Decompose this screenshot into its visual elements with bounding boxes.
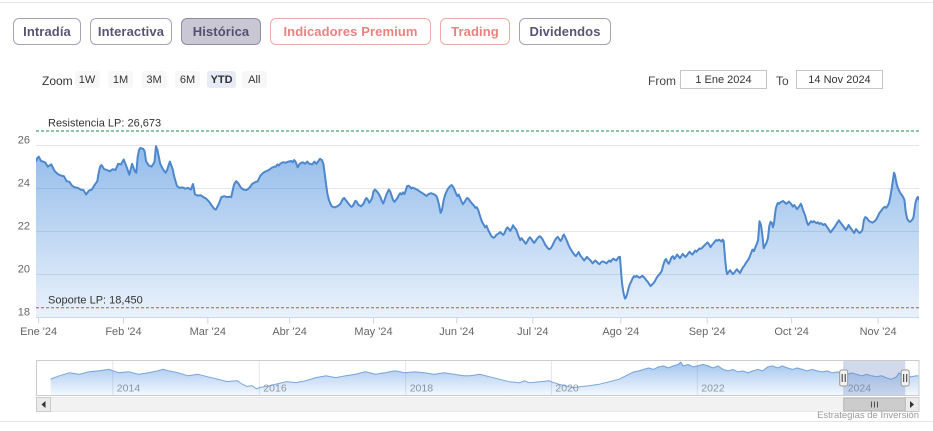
x-axis: Ene '24 Feb '24 Mar '24 Abr '24 May '24 Jun '…: [20, 317, 897, 338]
scrollbar-arrow-left-icon: [41, 401, 46, 408]
to-date-input[interactable]: [796, 70, 883, 89]
scrollbar-button-left[interactable]: [36, 397, 51, 412]
x-axis-label: Abr '24: [272, 326, 307, 338]
date-range-controls: From To: [0, 70, 933, 90]
y-axis-label: 24: [18, 178, 30, 190]
price-area: [36, 146, 919, 318]
navigator-handle-right-grip-box[interactable]: [900, 369, 910, 387]
y-axis-label: 22: [18, 221, 30, 233]
price-line: [36, 145, 919, 300]
navigator: 201420162018202020222024: [36, 360, 920, 396]
navigator-handle-right-grip-lines: [903, 374, 908, 382]
scrollbar-track[interactable]: [50, 397, 906, 412]
x-axis-label: Oct '24: [774, 326, 809, 338]
support-label: Soporte LP: 18,450: [48, 294, 143, 306]
range-button-ytd[interactable]: YTD: [207, 71, 237, 88]
x-axis-label: Jul '24: [517, 326, 548, 338]
chart-view-tabs: Intradía Interactiva Histórica Indicadores …: [13, 18, 611, 45]
range-selector-buttons: 1W 1M 3M 6M YTD All: [0, 71, 933, 88]
tab-trading[interactable]: Trading: [440, 18, 510, 45]
range-button-3m[interactable]: 3M: [141, 71, 167, 88]
scrollbar-thumb[interactable]: [843, 397, 906, 412]
scrollbar-button-right[interactable]: [904, 397, 920, 412]
from-date-input[interactable]: [680, 70, 767, 89]
scrollbar: [36, 397, 920, 412]
navigator-outline: [36, 360, 920, 396]
y-axis-label: 18: [18, 307, 30, 319]
navigator-line: [50, 361, 920, 390]
navigator-handle-left-grip-box[interactable]: [839, 369, 849, 387]
tab-indicadores-premium[interactable]: Indicadores Premium: [270, 18, 431, 45]
top-divider: [0, 2, 933, 3]
x-axis-label: Sep '24: [689, 326, 726, 338]
y-axis-label: 26: [18, 135, 30, 147]
scrollbar-thumb-grip-icon: [870, 401, 878, 408]
x-axis-label: Nov '24: [860, 326, 897, 338]
resistance-label: Resistencia LP: 26,673: [48, 118, 161, 130]
tab-interactiva[interactable]: Interactiva: [90, 18, 172, 45]
tab-intradía[interactable]: Intradía: [13, 18, 81, 45]
range-button-1w[interactable]: 1W: [74, 71, 100, 88]
credits: Estrategias de Inversión: [817, 410, 919, 421]
range-button-6m[interactable]: 6M: [175, 71, 200, 88]
zoom-label: Zoom: [42, 74, 73, 88]
range-button-all[interactable]: All: [241, 71, 267, 88]
navigator-handle-left-grip-lines: [841, 374, 846, 382]
chart-svg: 26 24 22 20 18 Resistencia LP: 26,673 Soporte …: [18, 118, 920, 421]
tab-histórica[interactable]: Histórica: [181, 18, 261, 45]
x-axis-label: Feb '24: [105, 326, 141, 338]
navigator-area: [50, 362, 919, 396]
bottom-divider: [0, 421, 933, 422]
x-axis-label: Ago '24: [602, 326, 639, 338]
tab-dividendos[interactable]: Dividendos: [519, 18, 611, 45]
x-axis-label: Ene '24: [20, 326, 57, 338]
price-series: [36, 145, 919, 318]
range-button-1m[interactable]: 1M: [108, 71, 133, 88]
x-axis-label: Jun '24: [439, 326, 474, 338]
navigator-handle-right[interactable]: [900, 369, 910, 387]
navigator-selected-mask[interactable]: [843, 360, 906, 396]
x-axis-label: Mar '24: [190, 326, 226, 338]
y-axis-label: 20: [18, 264, 30, 276]
x-axis-label: May '24: [354, 326, 392, 338]
scrollbar-arrow-right-icon: [910, 401, 914, 408]
navigator-handle-left[interactable]: [839, 369, 849, 387]
